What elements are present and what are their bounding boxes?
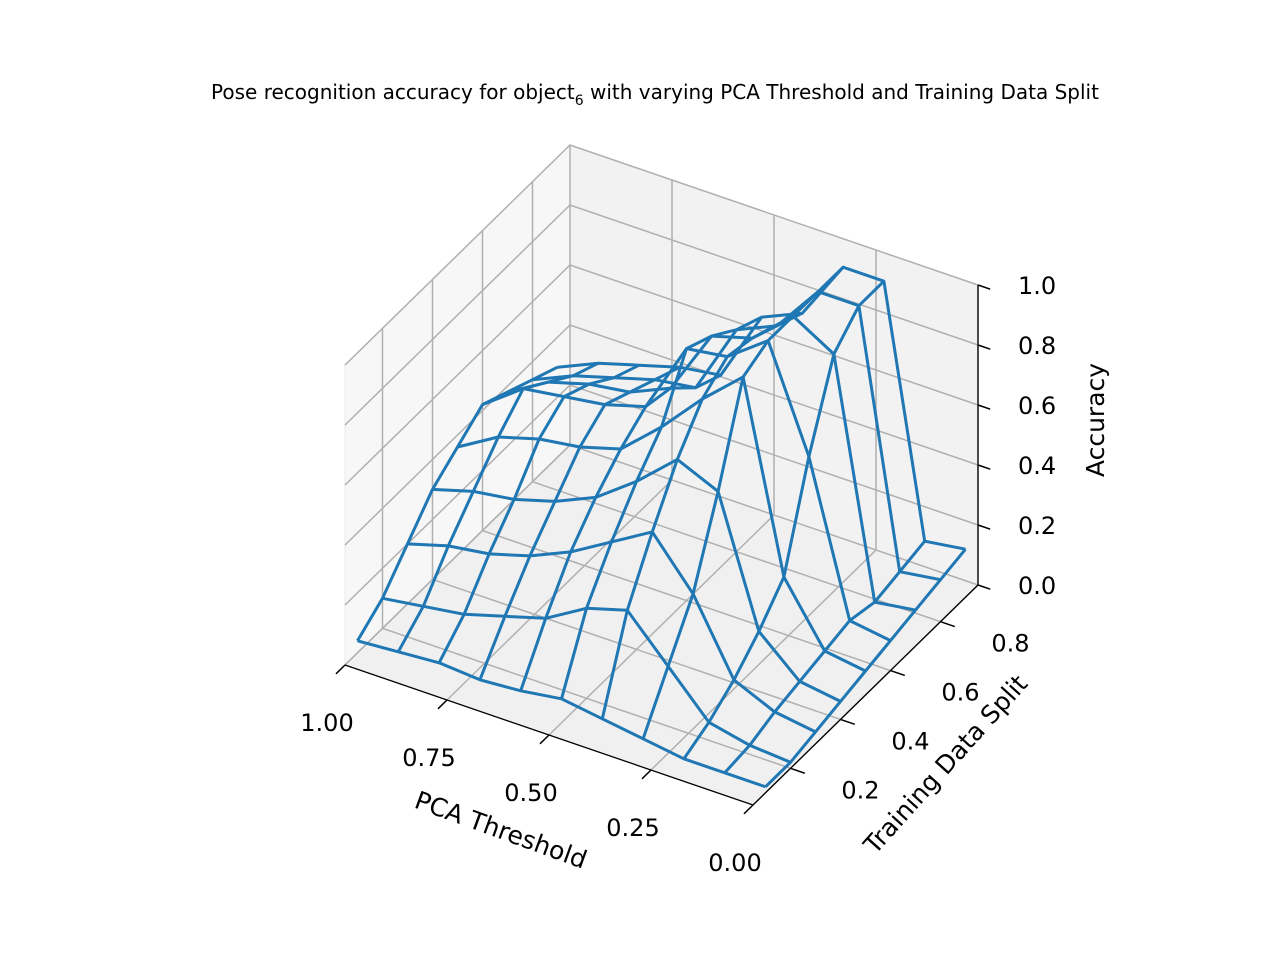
x-tick-label-3: 0.25 bbox=[606, 814, 659, 842]
chart-title: Pose recognition accuracy for object6 wi… bbox=[211, 80, 1099, 109]
chart-title-subscript: 6 bbox=[575, 93, 584, 109]
x-tick-0 bbox=[335, 664, 346, 675]
z-tick-2 bbox=[977, 464, 991, 470]
grid-line-z-5 bbox=[344, 144, 979, 366]
z-tick-3 bbox=[977, 404, 991, 410]
tick-labels: 1.00 0.75 0.50 0.25 0.00 0.2 0.4 0.6 0.8 0.0 0.2 0.… bbox=[300, 272, 1056, 877]
grid-line-z-3 bbox=[344, 264, 979, 486]
y-tick-1 bbox=[840, 718, 856, 726]
x-tick-label-2: 0.50 bbox=[504, 779, 557, 807]
z-tick-label-2: 0.4 bbox=[1018, 452, 1056, 480]
wire-line-split-5 bbox=[481, 339, 892, 642]
y-tick-3 bbox=[940, 620, 956, 628]
wire-line-split-7 bbox=[532, 290, 941, 582]
y-tick-label-3: 0.8 bbox=[991, 630, 1029, 658]
wire-line-split-4 bbox=[457, 375, 867, 673]
wire-line-split-6 bbox=[507, 314, 916, 612]
x-axis-label: PCA Threshold bbox=[411, 785, 591, 874]
z-tick-label-3: 0.6 bbox=[1018, 392, 1056, 420]
grid-line-z-1 bbox=[344, 384, 979, 606]
y-tick-label-0: 0.2 bbox=[841, 776, 879, 804]
z-tick-5 bbox=[977, 284, 991, 290]
z-tick-0 bbox=[977, 584, 991, 590]
z-axis-label: Accuracy bbox=[1081, 363, 1110, 477]
z-tick-4 bbox=[977, 344, 991, 350]
wire-line-split-8 bbox=[557, 265, 966, 551]
grid-line-z-2 bbox=[344, 324, 979, 546]
y-tick-0 bbox=[790, 767, 806, 774]
x-tick-label-1: 0.75 bbox=[402, 744, 455, 772]
x-tick-4 bbox=[743, 804, 754, 815]
wire-line-split-0 bbox=[357, 639, 766, 789]
x-tick-2 bbox=[539, 734, 550, 745]
x-tick-3 bbox=[641, 769, 652, 780]
wire-line-split-2 bbox=[407, 530, 817, 734]
z-tick-1 bbox=[977, 524, 991, 530]
wire-line-split-1 bbox=[382, 596, 792, 764]
y-tick-2 bbox=[890, 669, 906, 677]
x-tick-1 bbox=[437, 699, 448, 710]
wire-line-split-3 bbox=[432, 457, 842, 703]
z-tick-label-1: 0.2 bbox=[1018, 512, 1056, 540]
z-tick-label-4: 0.8 bbox=[1018, 332, 1056, 360]
y-tick-label-1: 0.4 bbox=[891, 727, 929, 755]
z-tick-label-0: 0.0 bbox=[1018, 572, 1056, 600]
y-tick-label-2: 0.6 bbox=[941, 679, 979, 707]
wireframe-surface bbox=[356, 265, 967, 789]
z-tick-label-5: 1.0 bbox=[1018, 272, 1056, 300]
x-tick-label-0: 1.00 bbox=[300, 709, 353, 737]
x-tick-label-4: 0.00 bbox=[708, 849, 761, 877]
